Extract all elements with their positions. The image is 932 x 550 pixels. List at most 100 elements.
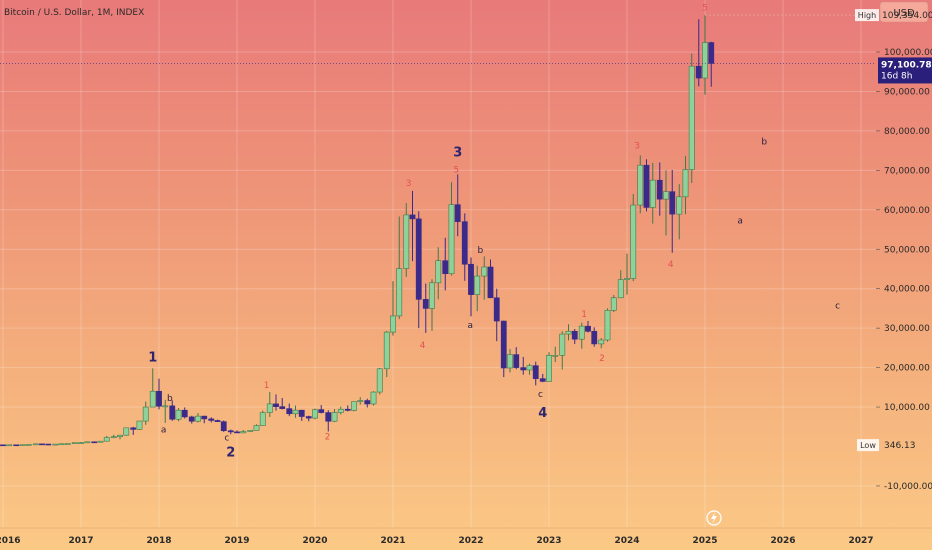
- candle-body: [487, 266, 494, 299]
- candle-body: [325, 412, 332, 422]
- candle: [630, 194, 637, 282]
- candle: [45, 443, 52, 446]
- candle-body: [208, 418, 215, 421]
- candle: [493, 288, 500, 342]
- candle-body: [442, 260, 449, 275]
- candle: [0, 444, 6, 447]
- candle-body: [409, 214, 416, 220]
- candle: [39, 443, 45, 446]
- y-tick-label: 20,000.00: [884, 364, 930, 374]
- candle: [214, 419, 221, 423]
- candle-body: [58, 443, 65, 446]
- low-tag-label: Low: [860, 441, 876, 450]
- candle-body: [156, 390, 162, 407]
- candle: [448, 182, 455, 276]
- x-tick-label: 2016: [0, 536, 21, 546]
- candle: [637, 155, 644, 214]
- candle: [253, 424, 260, 431]
- wave-label: 5: [702, 4, 708, 14]
- candle: [156, 378, 162, 410]
- candle-body: [669, 191, 676, 215]
- candle: [571, 328, 578, 344]
- candle: [357, 397, 364, 405]
- candle: [383, 330, 390, 378]
- candle: [259, 410, 266, 426]
- candle: [32, 443, 39, 446]
- wave-label: 3: [406, 179, 412, 189]
- candle-body: [591, 331, 598, 345]
- candle: [409, 190, 416, 262]
- candle-body: [429, 282, 435, 309]
- candle-body: [286, 408, 293, 415]
- candle: [6, 444, 13, 447]
- candle-body: [598, 339, 605, 345]
- candle: [84, 441, 91, 444]
- candle-body: [110, 436, 117, 439]
- candle: [552, 346, 559, 363]
- candle: [578, 322, 585, 349]
- candle-body: [136, 420, 143, 430]
- candle-body: [663, 191, 669, 200]
- candle-body: [123, 427, 130, 436]
- candle: [513, 347, 520, 370]
- candle: [500, 320, 507, 378]
- candle: [565, 324, 572, 341]
- candle: [442, 237, 449, 291]
- candle-body: [247, 430, 254, 432]
- candle-body: [493, 297, 500, 322]
- candle-body: [220, 421, 227, 432]
- candle: [220, 420, 227, 432]
- y-tick-label: 10,000.00: [884, 403, 930, 413]
- x-tick-label: 2026: [770, 536, 795, 546]
- wave-label: 2: [226, 445, 235, 460]
- candle-body: [649, 179, 656, 208]
- candle: [13, 444, 20, 447]
- lightning-icon[interactable]: [706, 510, 722, 526]
- candle-body: [6, 444, 13, 447]
- wave-label: 5: [453, 165, 459, 175]
- low-marker: Low 346.13: [857, 439, 916, 452]
- candle: [546, 352, 552, 382]
- candle-body: [474, 275, 481, 295]
- candle: [604, 308, 611, 342]
- candle: [507, 349, 513, 373]
- candle-body: [364, 400, 371, 405]
- candle: [598, 338, 605, 349]
- candle: [702, 15, 708, 95]
- candle: [325, 410, 332, 432]
- candle: [396, 216, 403, 320]
- candle-body: [565, 331, 572, 335]
- currency-button[interactable]: USD: [879, 1, 929, 23]
- candle-body: [422, 299, 429, 309]
- y-tick-label: 90,000.00: [884, 87, 930, 97]
- candle-body: [403, 214, 410, 269]
- candle-body: [188, 416, 195, 422]
- candle-body: [279, 406, 286, 409]
- x-tick-label: 2023: [536, 536, 561, 546]
- candle: [318, 405, 325, 414]
- candle-body: [318, 409, 325, 413]
- x-tick-label: 2025: [692, 536, 717, 546]
- candle-body: [370, 391, 377, 405]
- x-tick-label: 2020: [302, 536, 327, 546]
- wave-label: c: [538, 390, 543, 400]
- candle-body: [481, 266, 488, 277]
- candle: [149, 368, 156, 408]
- candle: [429, 279, 435, 331]
- wave-label: 5: [700, 0, 709, 3]
- wave-label: c: [835, 301, 840, 311]
- candle: [415, 211, 422, 329]
- low-value: 346.13: [884, 441, 916, 451]
- candle-body: [266, 403, 273, 413]
- candle: [162, 399, 169, 423]
- candle: [181, 407, 188, 419]
- candle-body: [337, 408, 344, 413]
- candle: [617, 270, 624, 299]
- candle: [234, 430, 240, 434]
- y-tick-label: 40,000.00: [884, 285, 930, 295]
- x-axis: 2016 2017 2018 2019 2020 2021 2022 2023 2024 2025…: [0, 536, 874, 546]
- candle-body: [676, 196, 683, 215]
- x-tick-label: 2027: [848, 536, 873, 546]
- candle: [344, 405, 351, 412]
